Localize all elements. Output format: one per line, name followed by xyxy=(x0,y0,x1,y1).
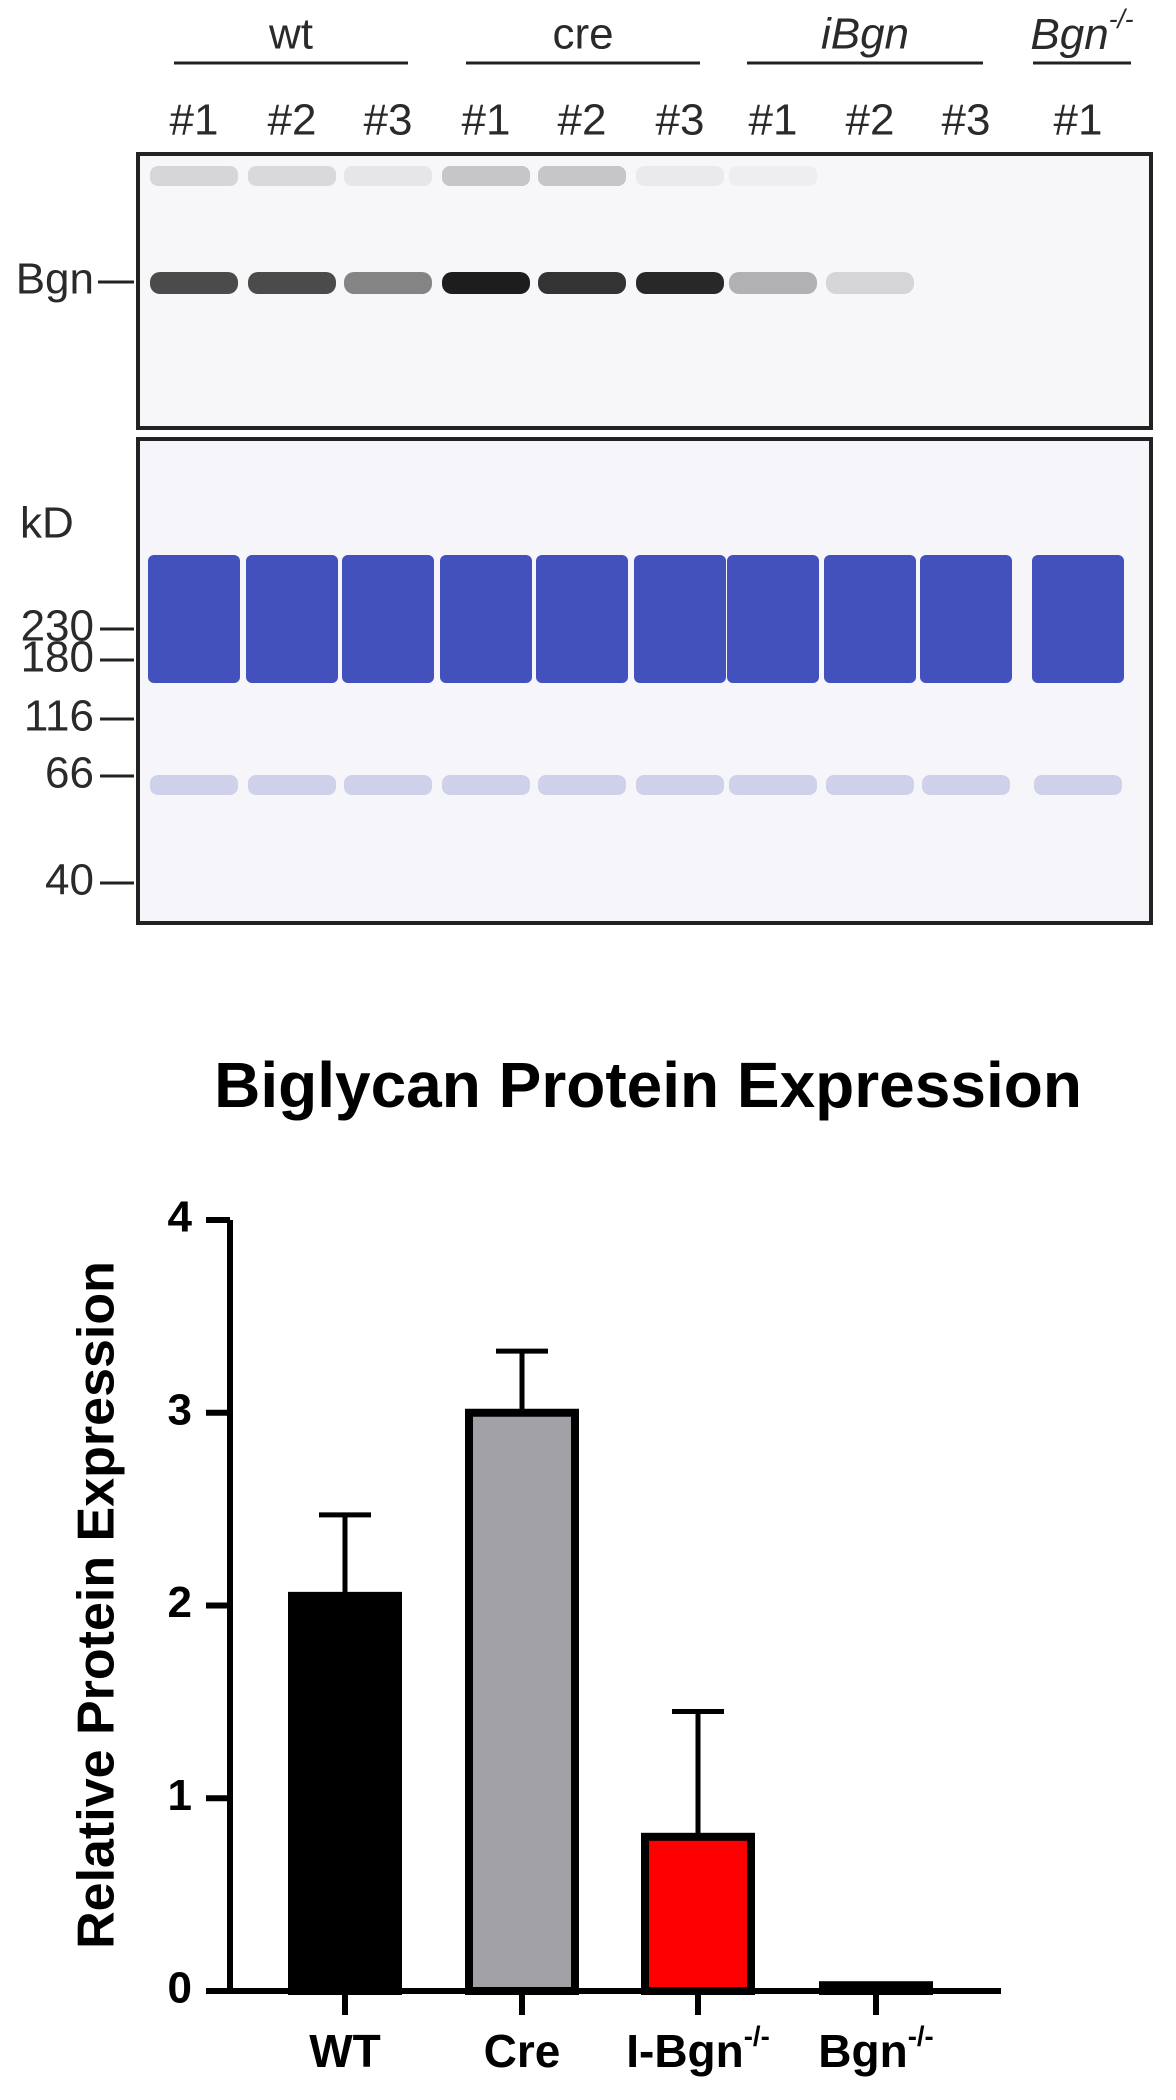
blot-band xyxy=(636,272,724,294)
stain-band-faint xyxy=(922,775,1010,795)
x-tick-label: I-Bgn-/- xyxy=(626,2021,770,2077)
lane-label: #3 xyxy=(364,96,413,145)
blot-smear xyxy=(344,166,432,186)
x-tick-label: Cre xyxy=(484,2025,561,2077)
marker-label: 116 xyxy=(24,692,94,741)
stain-band-faint xyxy=(344,775,432,795)
y-tick-label: 2 xyxy=(168,1578,192,1627)
blot-band xyxy=(442,272,530,294)
error-bar xyxy=(319,1512,371,1596)
marker-label: 180 xyxy=(21,633,94,682)
lane-label: #1 xyxy=(170,96,219,145)
stain-band xyxy=(148,555,240,683)
bar xyxy=(465,1408,579,1995)
lane-label: #1 xyxy=(462,96,511,145)
blot-band xyxy=(538,272,626,294)
lane-label: #2 xyxy=(268,96,317,145)
stain-band-faint xyxy=(1034,775,1122,795)
lane-label: #2 xyxy=(846,96,895,145)
lane-label: #2 xyxy=(558,96,607,145)
chart-title: Biglycan Protein Expression xyxy=(214,1049,1082,1121)
blot-band xyxy=(729,272,817,294)
y-tick-label: 4 xyxy=(168,1193,193,1242)
bar xyxy=(288,1591,402,1996)
group-label: iBgn xyxy=(821,10,909,59)
blot-band xyxy=(248,272,336,294)
group-label: wt xyxy=(268,10,313,59)
stain-band-faint xyxy=(150,775,238,795)
bar xyxy=(641,1832,755,1996)
stain-band-faint xyxy=(636,775,724,795)
error-bar xyxy=(672,1709,724,1837)
blot-band xyxy=(344,272,432,294)
stain-band xyxy=(920,555,1012,683)
stain-band xyxy=(634,555,726,683)
x-tick-label: Bgn-/- xyxy=(818,2021,933,2077)
group-label: cre xyxy=(552,10,613,59)
blot-band xyxy=(150,272,238,294)
bar-chart: Biglycan Protein Expression Relative Pro… xyxy=(68,1049,1082,2077)
marker-label: 40 xyxy=(45,856,94,905)
bar xyxy=(819,1981,933,1996)
blot-smear xyxy=(150,166,238,186)
stain-band-faint xyxy=(538,775,626,795)
error-bar xyxy=(496,1348,548,1413)
lane-label: #3 xyxy=(942,96,991,145)
marker-label: 230 xyxy=(21,602,94,651)
lane-label: #1 xyxy=(1054,96,1103,145)
lane-label: #3 xyxy=(656,96,705,145)
stain-band xyxy=(440,555,532,683)
western-blot: Bgn kD wt #1 #2 #3 cre #1 #2 #3 iBgn #1 #2 #3 Bgn-/-… xyxy=(16,4,1153,925)
x-tick-label: WT xyxy=(309,2025,381,2077)
stain-band-faint xyxy=(442,775,530,795)
y-axis-label: Relative Protein Expression xyxy=(68,1261,126,1949)
stain-band-faint xyxy=(248,775,336,795)
group-label: Bgn-/- xyxy=(1030,4,1133,58)
stain-band xyxy=(727,555,819,683)
stain-band xyxy=(536,555,628,683)
stain-band xyxy=(342,555,434,683)
y-tick-label: 3 xyxy=(168,1385,192,1434)
marker-label: 66 xyxy=(45,749,94,798)
y-tick-label: 0 xyxy=(168,1964,192,2013)
stain-band xyxy=(246,555,338,683)
blot-smear xyxy=(442,166,530,186)
marker-unit: kD xyxy=(20,499,74,548)
blot-band xyxy=(826,272,914,294)
blot-smear xyxy=(538,166,626,186)
lane-label: #1 xyxy=(749,96,798,145)
blot-smear xyxy=(636,166,724,186)
blot-smear xyxy=(248,166,336,186)
band-label: Bgn xyxy=(16,255,94,304)
blot-smear xyxy=(729,166,817,186)
stain-band-faint xyxy=(826,775,914,795)
stain-band xyxy=(824,555,916,683)
y-tick-label: 1 xyxy=(168,1771,192,1820)
stain-band-faint xyxy=(729,775,817,795)
stain-band xyxy=(1032,555,1124,683)
